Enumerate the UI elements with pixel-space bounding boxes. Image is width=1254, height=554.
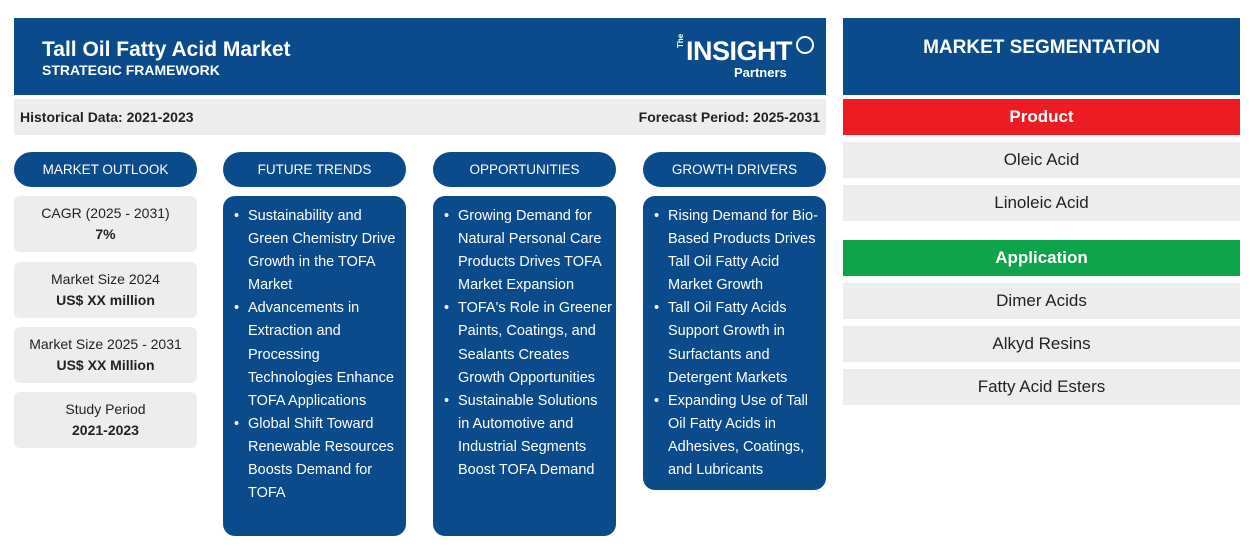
list-item: Global Shift Toward Renewable Resources … bbox=[231, 413, 402, 505]
stat-market-size-2024: Market Size 2024 US$ XX million bbox=[14, 262, 197, 318]
market-segmentation-heading: MARKET SEGMENTATION bbox=[843, 18, 1240, 95]
list-item: Rising Demand for Bio-Based Products Dri… bbox=[651, 205, 822, 297]
market-outlook-heading: MARKET OUTLOOK bbox=[14, 152, 197, 187]
page-title: Tall Oil Fatty Acid Market bbox=[42, 38, 291, 61]
segment-item-alkyd-resins: Alkyd Resins bbox=[843, 326, 1240, 362]
stat-value: 2021-2023 bbox=[72, 422, 139, 438]
stat-study-period: Study Period 2021-2023 bbox=[14, 392, 197, 448]
segment-item-dimer-acids: Dimer Acids bbox=[843, 283, 1240, 319]
future-trends-card: Sustainability and Green Chemistry Drive… bbox=[223, 196, 406, 536]
logo-partners: Partners bbox=[734, 65, 787, 80]
segment-item-fatty-acid-esters: Fatty Acid Esters bbox=[843, 369, 1240, 405]
stat-label: Study Period bbox=[65, 401, 146, 417]
logo-the: The bbox=[676, 33, 685, 48]
insight-partners-logo: The INSIGHT Partners bbox=[666, 34, 816, 84]
stat-label: CAGR (2025 - 2031) bbox=[41, 205, 170, 221]
future-trends-heading: FUTURE TRENDS bbox=[223, 152, 406, 187]
list-item: Growing Demand for Natural Personal Care… bbox=[441, 205, 612, 297]
stat-label: Market Size 2024 bbox=[51, 271, 160, 287]
stat-value: 7% bbox=[95, 226, 116, 242]
opportunities-card: Growing Demand for Natural Personal Care… bbox=[433, 196, 616, 536]
segment-item-linoleic-acid: Linoleic Acid bbox=[843, 185, 1240, 221]
list-item: Advancements in Extraction and Processin… bbox=[231, 297, 402, 412]
list-item: Sustainable Solutions in Automotive and … bbox=[441, 390, 612, 482]
list-item: Expanding Use of Tall Oil Fatty Acids in… bbox=[651, 390, 822, 482]
historical-data: Historical Data: 2021-2023 bbox=[20, 109, 194, 125]
list-item: Sustainability and Green Chemistry Drive… bbox=[231, 205, 402, 297]
period-bar: Historical Data: 2021-2023 Forecast Peri… bbox=[14, 99, 826, 135]
segment-application-heading: Application bbox=[843, 240, 1240, 276]
stat-market-size-forecast: Market Size 2025 - 2031 US$ XX Million bbox=[14, 327, 197, 383]
logo-insight: INSIGHT bbox=[686, 36, 793, 66]
forecast-period: Forecast Period: 2025-2031 bbox=[638, 109, 820, 125]
stat-value: US$ XX million bbox=[56, 292, 155, 308]
growth-drivers-card: Rising Demand for Bio-Based Products Dri… bbox=[643, 196, 826, 490]
list-item: Tall Oil Fatty Acids Support Growth in S… bbox=[651, 297, 822, 389]
segment-item-oleic-acid: Oleic Acid bbox=[843, 142, 1240, 178]
stat-label: Market Size 2025 - 2031 bbox=[29, 336, 182, 352]
segment-product-heading: Product bbox=[843, 99, 1240, 135]
list-item: TOFA's Role in Greener Paints, Coatings,… bbox=[441, 297, 612, 389]
opportunities-heading: OPPORTUNITIES bbox=[433, 152, 616, 187]
stat-cagr: CAGR (2025 - 2031) 7% bbox=[14, 196, 197, 252]
page-subtitle: STRATEGIC FRAMEWORK bbox=[42, 62, 220, 78]
logo-ring-icon bbox=[796, 36, 814, 54]
report-header: Tall Oil Fatty Acid Market STRATEGIC FRA… bbox=[14, 18, 826, 95]
stat-value: US$ XX Million bbox=[56, 357, 155, 373]
growth-drivers-heading: GROWTH DRIVERS bbox=[643, 152, 826, 187]
